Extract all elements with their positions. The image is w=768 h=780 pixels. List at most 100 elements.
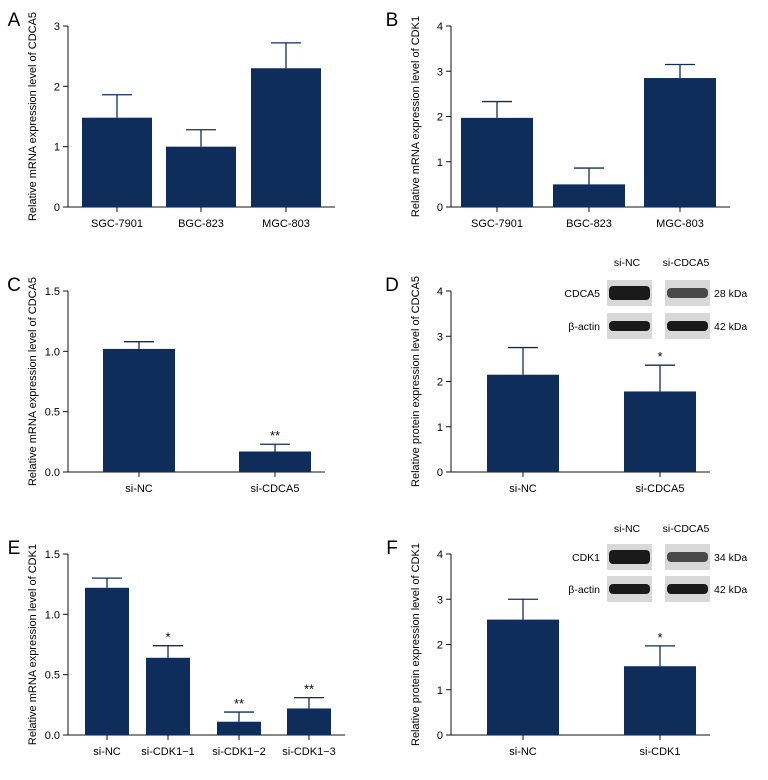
bar <box>624 666 696 735</box>
blot-lane-label: si-NC <box>614 523 641 535</box>
y-tick-label: 2 <box>437 112 443 124</box>
y-tick-label: 0 <box>437 202 443 214</box>
y-axis-label: Relative mRNA expression level of CDK1 <box>27 544 39 745</box>
y-tick-label: 3 <box>54 21 60 33</box>
chart-panel-d: D 0 1 2 3 4 Relative protein expression level … <box>385 257 747 495</box>
panel-letter: C <box>7 275 21 296</box>
bar <box>82 117 152 207</box>
y-axis-label: Relative mRNA expression level of CDCA5 <box>27 277 39 486</box>
x-tick-label: MGC-803 <box>262 218 310 230</box>
bar <box>85 587 129 735</box>
x-tick-label: si-CDK1 <box>640 746 681 758</box>
bar <box>217 721 261 735</box>
y-axis-label: Relative mRNA expression level of CDCA5 <box>27 12 39 221</box>
bar <box>166 146 236 207</box>
x-tick-label: si-CDK1−2 <box>212 746 266 758</box>
blot-band <box>609 550 650 564</box>
western-blot-inset: si-NC si-CDCA5 CDK1 34 kDa β-actin 42 kDa <box>568 523 747 602</box>
y-tick-label: 0.0 <box>45 467 60 479</box>
y-tick-label: 4 <box>437 549 443 561</box>
x-tick-label: MGC-803 <box>656 218 704 230</box>
y-tick-label: 0 <box>437 467 443 479</box>
y-axis-label: Relative mRNA expression level of CDK1 <box>410 16 422 217</box>
bar <box>553 184 625 207</box>
y-tick-label: 3 <box>437 594 443 606</box>
y-tick-label: 1 <box>437 422 443 434</box>
x-tick-label: si-CDK1−1 <box>141 746 195 758</box>
bar <box>287 708 331 735</box>
western-blot-inset: si-NC si-CDCA5 CDCA5 28 kDa β-actin 42 kDa <box>564 257 747 339</box>
x-tick-label: si-CDK1−3 <box>282 746 336 758</box>
y-tick-label: 1 <box>437 157 443 169</box>
chart-panel-c: C 0.0 0.5 1.0 1.5 Relative mRNA expression le… <box>7 275 325 495</box>
y-tick-label: 3 <box>437 66 443 78</box>
bar <box>103 348 175 472</box>
y-tick-label: 2 <box>437 377 443 389</box>
blot-band <box>667 552 708 562</box>
y-tick-label: 0 <box>437 730 443 742</box>
significance-marker: * <box>657 349 662 364</box>
y-tick-label: 3 <box>437 331 443 343</box>
blot-protein-label: CDCA5 <box>564 288 600 300</box>
blot-band <box>609 584 650 594</box>
blot-protein-label: β-actin <box>568 321 600 333</box>
y-tick-label: 1.0 <box>45 346 60 358</box>
x-tick-label: si-NC <box>125 483 153 495</box>
y-axis-label: Relative protein expression level of CDC… <box>410 276 422 487</box>
bar <box>487 374 559 472</box>
x-tick-label: si-NC <box>509 746 537 758</box>
blot-band <box>609 321 650 331</box>
panel-letter: F <box>386 538 398 559</box>
y-tick-label: 1 <box>54 142 60 154</box>
significance-marker: ** <box>270 428 280 443</box>
bar <box>251 68 321 207</box>
chart-panel-e: E 0.0 0.5 1.0 1.5 Relative mRNA expression le… <box>8 538 345 758</box>
x-tick-label: BGC-823 <box>566 218 612 230</box>
y-tick-label: 0.0 <box>45 730 60 742</box>
blot-size-label: 28 kDa <box>714 288 747 300</box>
significance-marker: * <box>657 630 662 645</box>
y-tick-label: 1.5 <box>45 286 60 298</box>
blot-lane-label: si-NC <box>614 257 641 269</box>
x-tick-label: BGC-823 <box>178 218 224 230</box>
bar <box>487 619 559 735</box>
x-tick-label: SGC-7901 <box>91 218 143 230</box>
y-tick-label: 0.5 <box>45 407 60 419</box>
y-tick-label: 2 <box>437 640 443 652</box>
blot-protein-label: CDK1 <box>572 552 600 564</box>
blot-band <box>667 288 708 298</box>
y-tick-label: 0 <box>54 202 60 214</box>
blot-size-label: 42 kDa <box>714 321 747 333</box>
significance-marker: * <box>165 630 170 645</box>
y-tick-label: 4 <box>437 286 443 298</box>
x-tick-label: si-CDCA5 <box>636 483 685 495</box>
chart-panel-f: F 0 1 2 3 4 Relative protein expression level … <box>386 523 747 758</box>
panel-letter: A <box>8 10 21 31</box>
x-tick-label: si-NC <box>509 483 537 495</box>
blot-band <box>667 321 708 331</box>
bar <box>644 78 716 207</box>
bar <box>624 391 696 472</box>
x-tick-label: si-CDCA5 <box>251 483 300 495</box>
y-tick-label: 2 <box>54 81 60 93</box>
significance-marker: ** <box>304 682 314 697</box>
x-tick-label: si-NC <box>93 746 121 758</box>
blot-size-label: 34 kDa <box>714 552 747 564</box>
blot-size-label: 42 kDa <box>714 584 747 596</box>
blot-lane-label: si-CDCA5 <box>663 523 710 535</box>
y-tick-label: 4 <box>437 21 443 33</box>
panel-letter: B <box>386 10 399 31</box>
y-tick-label: 0.5 <box>45 670 60 682</box>
y-tick-label: 1.0 <box>45 609 60 621</box>
y-axis-label: Relative protein expression level of CDK… <box>410 543 422 746</box>
bar <box>239 451 311 472</box>
y-tick-label: 1.5 <box>45 549 60 561</box>
blot-band <box>609 286 650 300</box>
panel-letter: D <box>385 275 399 296</box>
x-tick-label: SGC-7901 <box>471 218 523 230</box>
blot-band <box>667 584 708 594</box>
blot-protein-label: β-actin <box>568 584 600 596</box>
significance-marker: ** <box>234 696 244 711</box>
y-tick-label: 1 <box>437 685 443 697</box>
